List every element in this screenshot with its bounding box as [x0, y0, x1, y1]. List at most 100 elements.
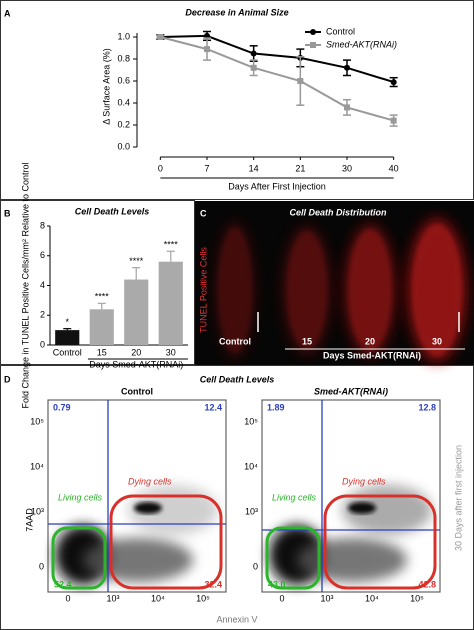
- x-tick-label: 21: [295, 163, 305, 173]
- error-bar: [63, 327, 72, 331]
- x-tick-label: 40: [389, 163, 399, 173]
- x-tick-label: 10³: [106, 593, 119, 603]
- x-tick-label: 15: [97, 347, 107, 357]
- y-tick-label: 6: [40, 250, 45, 260]
- x-tick-label: 30: [166, 347, 176, 357]
- point: [204, 46, 210, 53]
- gate-dying: [109, 494, 223, 590]
- x-tick-label: 0: [158, 163, 163, 173]
- x-axis-label: Days Smed-AKT(RNAi): [89, 359, 183, 369]
- panel-title: Cell Death Levels: [200, 374, 275, 384]
- y-tick-label: 0.2: [117, 119, 130, 129]
- image-x-label: Control: [219, 336, 251, 346]
- plot-title: Smed-AKT(RNAi): [314, 386, 388, 396]
- y-tick-label: 10³: [31, 506, 44, 516]
- point: [250, 64, 257, 71]
- gate-label: Living cells: [272, 492, 317, 502]
- quadrant-value: 1.89: [267, 402, 285, 412]
- density: [134, 502, 162, 514]
- x-tick-label: 7: [204, 163, 209, 173]
- gate-label: Dying cells: [128, 476, 172, 486]
- image-y-label: TUNEL Positive Cells: [198, 247, 208, 333]
- point: [297, 78, 304, 84]
- worm: [217, 227, 253, 353]
- error-bar: [132, 266, 141, 280]
- panel-label: C: [200, 208, 207, 218]
- image-x-label: 20: [365, 336, 375, 346]
- quadrant-value: 52.4: [54, 579, 72, 589]
- image-x-title: Days Smed-AKT(RNAi): [323, 350, 421, 360]
- density: [83, 538, 193, 582]
- y-tick-label: 0: [39, 561, 44, 571]
- bar: [158, 261, 183, 345]
- significance: *: [65, 317, 69, 327]
- worm: [286, 230, 328, 350]
- series-line: [160, 34, 394, 84]
- point: [390, 79, 397, 86]
- panel-label: A: [4, 8, 11, 18]
- x-tick-label: 10³: [320, 593, 333, 603]
- y-tick-label: 4: [40, 280, 45, 290]
- point: [390, 117, 397, 124]
- side-note: 30 Days after first injection: [453, 445, 463, 551]
- density: [297, 538, 407, 582]
- quadrant-value: 12.8: [418, 402, 436, 412]
- y-axis-label: Fold Change in TUNEL Positive Cells/mm² …: [20, 162, 30, 408]
- y-tick-label: 0: [253, 561, 258, 571]
- panel-label: D: [4, 374, 11, 384]
- panel-b-frame: [0, 200, 195, 365]
- gate-living: [51, 526, 107, 590]
- y-tick-label: 10⁴: [30, 461, 44, 471]
- quadrant-value: 42.8: [418, 579, 436, 589]
- image-x-label: 15: [302, 336, 312, 346]
- x-tick-label: Control: [53, 347, 82, 357]
- bar: [55, 330, 80, 345]
- significance: ****: [164, 240, 179, 250]
- y-tick-label: 2: [40, 310, 45, 320]
- x-tick-label: 0: [279, 593, 284, 603]
- legend-label: Smed-AKT(RNAi): [326, 39, 397, 49]
- gate-label: Dying cells: [342, 476, 386, 486]
- chart-title: Cell Death Levels: [75, 206, 150, 216]
- gate-dying: [323, 494, 437, 590]
- panel-label: B: [4, 208, 11, 218]
- x-tick-label: 30: [342, 163, 352, 173]
- x-tick-label: 14: [249, 163, 259, 173]
- panel-title: Cell Death Distribution: [289, 207, 387, 217]
- worm: [411, 223, 463, 357]
- legend-marker: [310, 29, 316, 35]
- point: [250, 50, 257, 57]
- worm: [347, 228, 393, 352]
- error-bar: [166, 250, 175, 262]
- y-tick-label: 0.8: [117, 53, 130, 63]
- y-tick-label: 8: [40, 220, 45, 230]
- x-axis-label: Days After First Injection: [228, 181, 326, 191]
- y-axis-label: Δ Surface Area (%): [101, 48, 111, 125]
- x-tick-label: 20: [131, 347, 141, 357]
- quadrant-value: 43.0: [268, 579, 286, 589]
- y-tick-label: 10³: [245, 506, 258, 516]
- x-tick-label: 0: [65, 593, 70, 603]
- significance: ****: [129, 256, 144, 266]
- x-tick-label: 10⁴: [365, 593, 379, 603]
- bar: [124, 279, 149, 345]
- gate-label: Living cells: [58, 492, 103, 502]
- significance: ****: [95, 292, 110, 302]
- legend-marker: [310, 42, 316, 48]
- plot-title: Control: [121, 386, 153, 396]
- chart-title: Decrease in Animal Size: [185, 7, 288, 17]
- x-tick-label: 10⁵: [196, 593, 210, 603]
- y-tick-label: 10⁵: [244, 416, 258, 426]
- y-tick-label: 0.0: [117, 141, 130, 151]
- y-tick-label: 0.6: [117, 75, 130, 85]
- density: [348, 502, 376, 514]
- legend-label: Control: [326, 26, 355, 36]
- y-tick-label: 0: [40, 339, 45, 349]
- quadrant-value: 32.4: [204, 579, 222, 589]
- gate-living: [265, 526, 321, 590]
- point: [344, 104, 350, 111]
- x-tick-label: 10⁵: [410, 593, 424, 603]
- bar: [89, 309, 114, 345]
- quadrant-value: 0.79: [53, 402, 71, 412]
